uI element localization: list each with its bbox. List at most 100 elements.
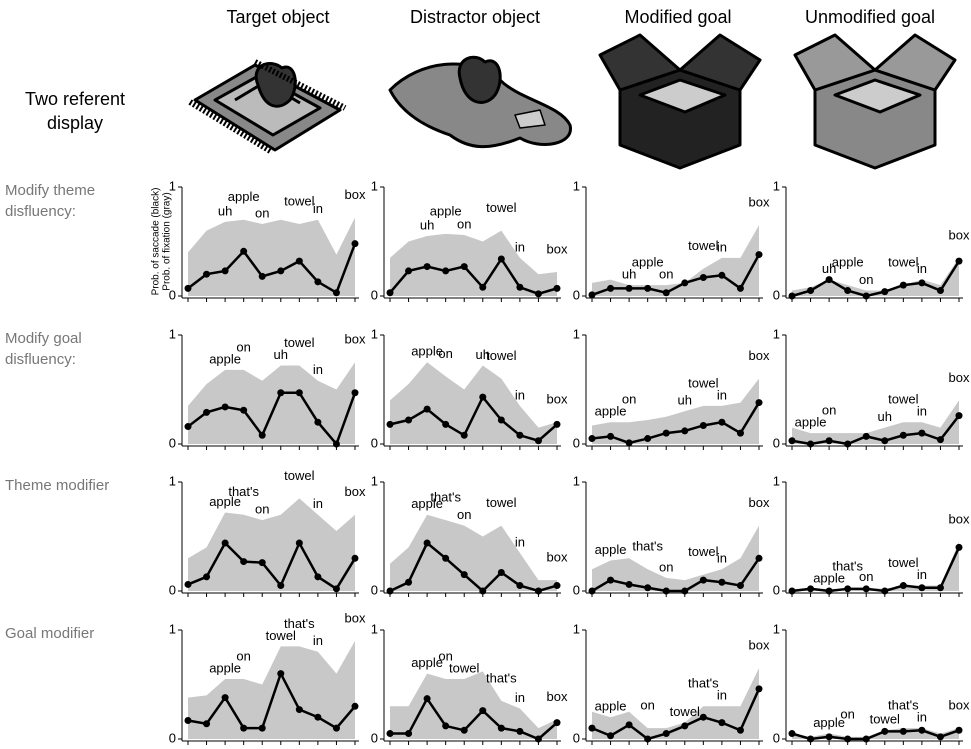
word-label: box (749, 348, 770, 363)
saccade-point (937, 287, 944, 294)
saccade-point (259, 725, 266, 732)
saccade-point (405, 730, 412, 737)
saccade-point (589, 291, 596, 298)
word-label: apple (595, 542, 627, 557)
saccade-point (277, 389, 284, 396)
word-label: towel (870, 712, 900, 727)
y-tick-label: 1 (169, 178, 176, 193)
saccade-point (314, 419, 321, 426)
saccade-point (918, 430, 925, 437)
saccade-point (626, 581, 633, 588)
word-label: that's (486, 670, 517, 685)
saccade-point (296, 258, 303, 265)
row-label: disfluency: (5, 203, 76, 220)
fixation-area (792, 258, 959, 296)
saccade-point (185, 581, 192, 588)
word-label: apple (832, 255, 864, 270)
saccade-point (461, 263, 468, 270)
saccade-point (937, 436, 944, 443)
saccade-point (700, 422, 707, 429)
saccade-point (203, 720, 210, 727)
word-label: towel (888, 555, 918, 570)
y-tick-label: 0 (169, 730, 176, 745)
saccade-point (756, 251, 763, 258)
word-label: in (313, 633, 323, 648)
saccade-point (203, 271, 210, 278)
saccade-point (863, 585, 870, 592)
saccade-point (516, 728, 523, 735)
column-title: Distractor object (410, 7, 540, 27)
y-tick-label: 0 (773, 582, 780, 597)
saccade-point (956, 258, 963, 265)
saccade-point (516, 284, 523, 291)
word-label: in (313, 201, 323, 216)
word-label: on (659, 267, 673, 282)
word-label: on (457, 507, 471, 522)
word-label: in (515, 690, 525, 705)
word-label: towel (449, 660, 479, 675)
word-label: box (949, 511, 970, 526)
saccade-point (663, 588, 670, 595)
saccade-point (607, 577, 614, 584)
saccade-point (844, 287, 851, 294)
fixation-area (390, 515, 557, 591)
saccade-point (535, 736, 542, 743)
saccade-point (314, 278, 321, 285)
saccade-point (461, 571, 468, 578)
word-label: that's (228, 484, 259, 499)
y-tick-label: 1 (371, 621, 378, 636)
saccade-point (937, 584, 944, 591)
row-label: Theme modifier (5, 477, 109, 494)
saccade-point (756, 555, 763, 562)
y-tick-label: 1 (773, 473, 780, 488)
word-label: on (859, 569, 873, 584)
word-label: on (640, 698, 654, 713)
word-label: apple (228, 189, 260, 204)
saccade-point (589, 588, 596, 595)
saccade-point (681, 279, 688, 286)
saccade-point (442, 421, 449, 428)
saccade-point (826, 437, 833, 444)
saccade-point (442, 267, 449, 274)
saccade-point (900, 282, 907, 289)
word-label: in (515, 387, 525, 402)
saccade-point (516, 432, 523, 439)
saccade-point (405, 579, 412, 586)
word-label: box (345, 484, 366, 499)
saccade-point (700, 274, 707, 281)
word-label: box (547, 550, 568, 565)
saccade-point (387, 421, 394, 428)
y-tick-label: 1 (169, 326, 176, 341)
fixation-area (390, 671, 557, 739)
word-label: towel (486, 348, 516, 363)
saccade-point (277, 267, 284, 274)
word-label: uh (878, 409, 892, 424)
saccade-point (535, 290, 542, 297)
saccade-point (296, 540, 303, 547)
saccade-point (663, 289, 670, 296)
figure: Target object Distractor object Modified… (0, 0, 971, 749)
word-label: in (515, 534, 525, 549)
saccade-point (222, 403, 229, 410)
word-label: that's (632, 539, 663, 554)
saccade-point (333, 441, 340, 448)
saccade-point (498, 255, 505, 262)
saccade-point (718, 579, 725, 586)
saccade-point (900, 432, 907, 439)
word-label: box (345, 187, 366, 202)
saccade-point (405, 417, 412, 424)
word-label: box (547, 241, 568, 256)
saccade-point (442, 722, 449, 729)
word-label: on (622, 392, 636, 407)
fixation-area (390, 231, 557, 296)
y-tick-label: 0 (169, 582, 176, 597)
saccade-point (277, 670, 284, 677)
saccade-point (554, 421, 561, 428)
saccade-point (737, 285, 744, 292)
saccade-point (479, 394, 486, 401)
saccade-point (881, 288, 888, 295)
saccade-point (333, 725, 340, 732)
saccade-point (681, 427, 688, 434)
word-label: in (917, 710, 927, 725)
saccade-point (222, 694, 229, 701)
